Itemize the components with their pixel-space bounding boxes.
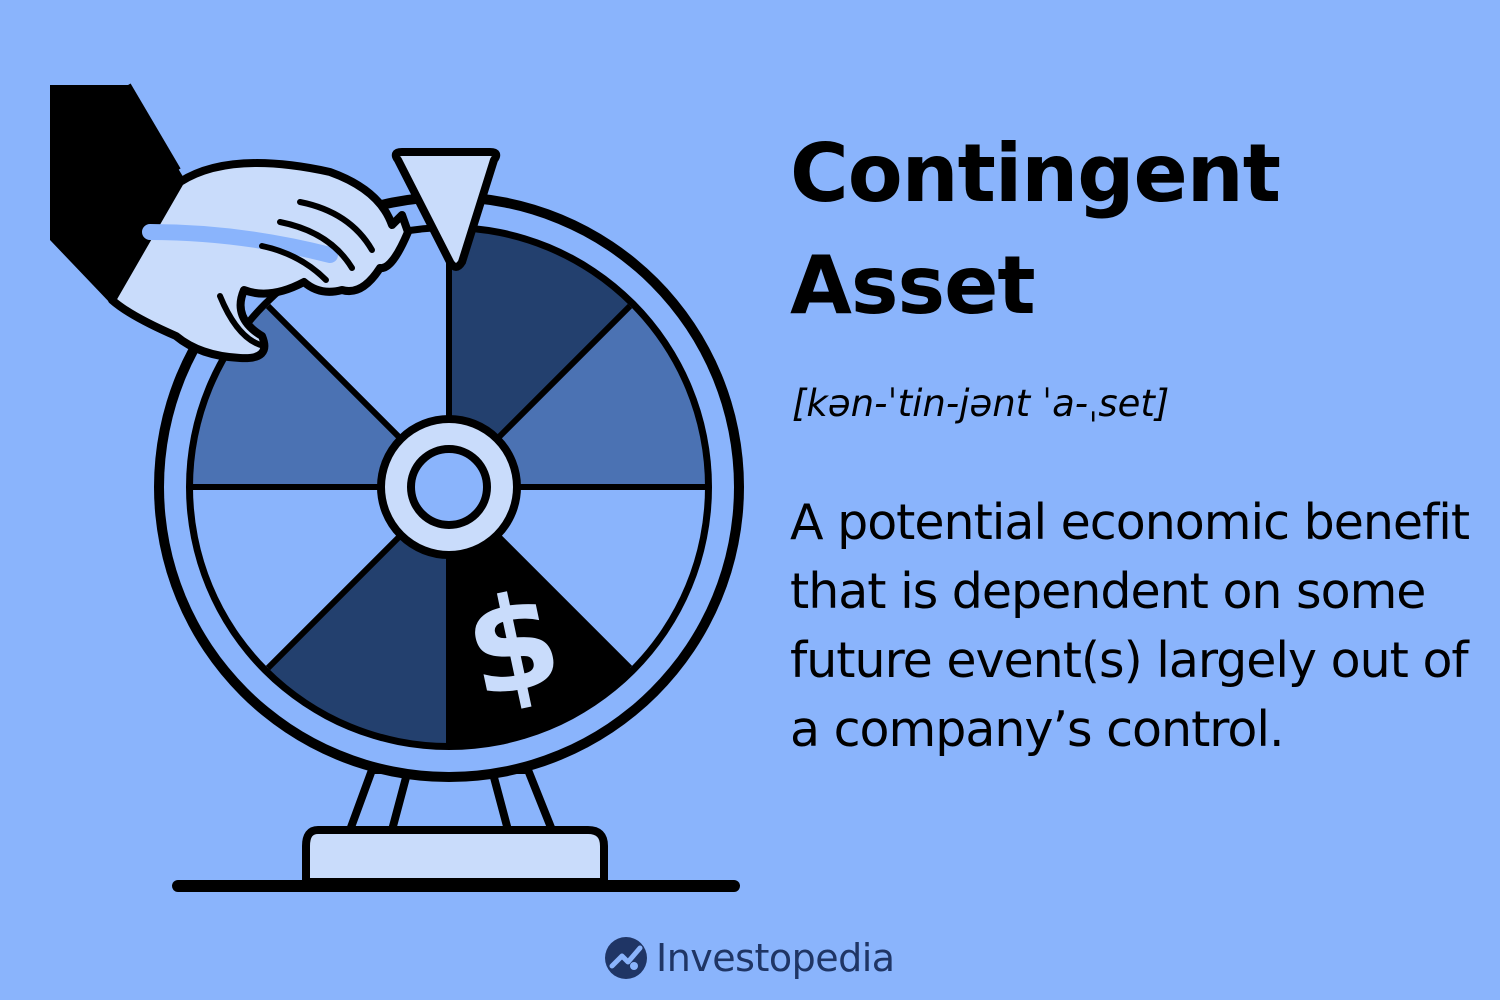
definition-text: A potential economic benefit that is dep… <box>790 494 1470 758</box>
pronunciation: [kən-ˈtin-jənt ˈa-ˌset] <box>792 382 1170 425</box>
wheel-segment <box>449 487 705 668</box>
wheel-stand <box>172 766 740 892</box>
brand-name: Investopedia <box>656 936 895 980</box>
prize-wheel-illustration: $ <box>50 83 744 892</box>
wheel-segment <box>449 231 630 487</box>
page-title-line-2: Asset <box>790 239 1036 332</box>
wheel-hub <box>377 415 521 559</box>
page-title-line-1: Contingent <box>790 127 1281 220</box>
page-title: Contingent Asset <box>790 118 1281 342</box>
hand-icon <box>50 83 412 363</box>
wheel-segment <box>193 487 449 668</box>
wheel-segment <box>268 231 449 487</box>
wheel-segment <box>449 306 705 487</box>
wheel-segment <box>268 487 449 743</box>
wheel-segment-winner <box>449 487 630 743</box>
wheel-segments <box>193 231 705 743</box>
pointer-icon <box>391 148 501 271</box>
investopedia-logo-icon <box>605 937 647 979</box>
brand-footer: Investopedia <box>604 930 895 986</box>
